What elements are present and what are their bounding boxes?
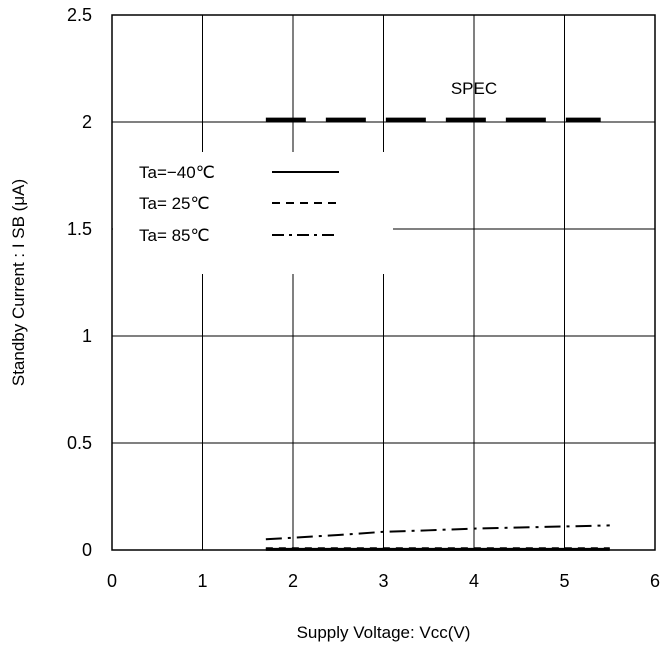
x-tick-label: 3 — [378, 571, 388, 591]
legend-label: Ta= 85℃ — [139, 226, 210, 245]
legend: Ta=−40℃ Ta= 25℃ Ta= 85℃ — [113, 152, 393, 274]
tick-labels: 0 1 2 3 4 5 6 0 0.5 1 1.5 2 2.5 — [67, 5, 660, 591]
x-tick-label: 4 — [469, 571, 479, 591]
x-tick-label: 5 — [559, 571, 569, 591]
x-tick-label: 0 — [107, 571, 117, 591]
legend-label: Ta= 25℃ — [139, 194, 210, 213]
y-tick-label: 0.5 — [67, 433, 92, 453]
x-tick-label: 1 — [197, 571, 207, 591]
y-tick-label: 2.5 — [67, 5, 92, 25]
y-tick-label: 2 — [82, 112, 92, 132]
y-tick-label: 1.5 — [67, 219, 92, 239]
grid-lines — [112, 15, 655, 550]
y-tick-label: 1 — [82, 326, 92, 346]
spec-annotation: SPEC — [451, 79, 497, 98]
y-axis-label: Standby Current : I SB (μA) — [9, 179, 28, 386]
x-tick-label: 6 — [650, 571, 660, 591]
plot-frame — [111, 14, 656, 551]
series-line-3 — [265, 524, 610, 541]
legend-label: Ta=−40℃ — [139, 163, 215, 182]
legend-box — [113, 152, 393, 274]
y-tick-label: 0 — [82, 540, 92, 560]
x-axis-label: Supply Voltage: Vcc(V) — [297, 623, 471, 642]
x-tick-label: 2 — [288, 571, 298, 591]
